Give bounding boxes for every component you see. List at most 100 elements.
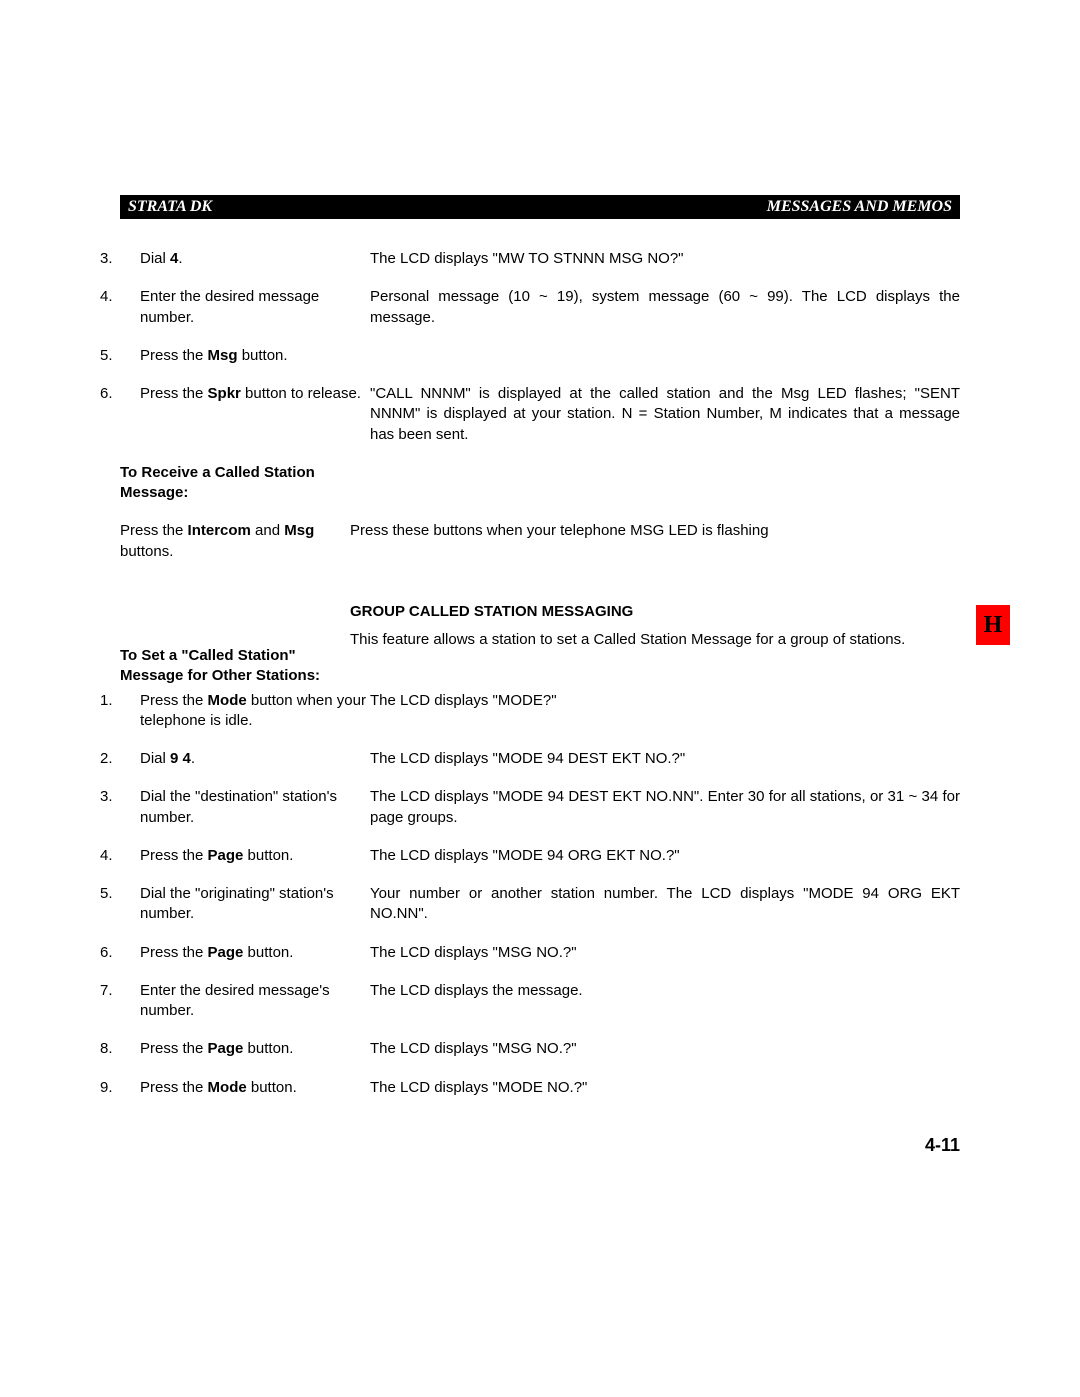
- step-number: 9.: [120, 1078, 140, 1098]
- sub2-title: To Set a "Called Station" Message for Ot…: [120, 646, 350, 687]
- instruction-row: 6.Press the Spkr button to release."CALL…: [120, 384, 960, 445]
- step-left: 6.Press the Page button.: [120, 943, 370, 963]
- text: Dial: [140, 250, 170, 267]
- button-name: Intercom: [188, 522, 251, 539]
- step-description: The LCD displays "MSG NO.?": [370, 1039, 960, 1059]
- instruction-row: 5.Press the Msg button.: [120, 346, 960, 366]
- section-tab: H: [976, 605, 1010, 645]
- instruction-row: 1.Press the Mode button when your teleph…: [120, 691, 960, 732]
- step-left: 5.Dial the "originating" station's numbe…: [120, 884, 370, 925]
- header-left: STRATA DK: [128, 198, 212, 216]
- text: buttons.: [120, 543, 173, 560]
- step-number: 2.: [120, 749, 140, 769]
- step-number: 3.: [120, 249, 140, 269]
- instruction-row: 8.Press the Page button.The LCD displays…: [120, 1039, 960, 1059]
- instruction-row: 3.Dial the "destination" station's numbe…: [120, 787, 960, 828]
- button-name: Mode: [208, 692, 247, 709]
- step-number: 4.: [120, 287, 140, 307]
- subheading-row: To Receive a Called Station Message:: [120, 463, 960, 504]
- button-name: Mode: [208, 1079, 247, 1096]
- button-name: Msg: [208, 347, 238, 364]
- text: Dial the "destination" station's number.: [140, 788, 337, 825]
- text: Press the: [140, 1040, 208, 1057]
- text: button.: [247, 1079, 297, 1096]
- step-description: The LCD displays "MODE 94 ORG EKT NO.?": [370, 846, 960, 866]
- step-description: The LCD displays "MODE?": [370, 691, 960, 732]
- text: Press the: [140, 1079, 208, 1096]
- step-number: 1.: [120, 691, 140, 711]
- step-number: 3.: [120, 787, 140, 807]
- section2-intro: This feature allows a station to set a C…: [350, 630, 960, 687]
- text: button.: [243, 944, 293, 961]
- text: Press the: [140, 347, 208, 364]
- instruction-row: 9.Press the Mode button.The LCD displays…: [120, 1078, 960, 1098]
- section2-header-row: GROUP CALLED STATION MESSAGING: [120, 602, 960, 626]
- step-number: 5.: [120, 884, 140, 904]
- step-left: 9.Press the Mode button.: [120, 1078, 370, 1098]
- text: Press the: [120, 522, 188, 539]
- step-number: 5.: [120, 346, 140, 366]
- sub1-title: To Receive a Called Station Message:: [120, 463, 350, 504]
- manual-page: STRATA DK MESSAGES AND MEMOS H 3.Dial 4.…: [120, 195, 960, 1116]
- text: button.: [243, 847, 293, 864]
- step-left: 8.Press the Page button.: [120, 1039, 370, 1059]
- step-description: The LCD displays "MODE 94 DEST EKT NO.?": [370, 749, 960, 769]
- step-description: The LCD displays "MODE 94 DEST EKT NO.NN…: [370, 787, 960, 828]
- step-left: 4.Press the Page button.: [120, 846, 370, 866]
- text: button to release.: [241, 385, 361, 402]
- text: Press the: [140, 385, 208, 402]
- instruction-row: 5.Dial the "originating" station's numbe…: [120, 884, 960, 925]
- step-description: The LCD displays "MW TO STNNN MSG NO?": [370, 249, 960, 269]
- step-left: 1.Press the Mode button when your teleph…: [120, 691, 370, 732]
- text: Press the: [140, 944, 208, 961]
- step-number: 6.: [120, 943, 140, 963]
- step-left: 5.Press the Msg button.: [120, 346, 370, 366]
- button-name: Spkr: [208, 385, 241, 402]
- section2-intro-row: To Set a "Called Station" Message for Ot…: [120, 630, 960, 687]
- step-number: 6.: [120, 384, 140, 404]
- step-left: 2.Dial 9 4.: [120, 749, 370, 769]
- button-name: 9 4: [170, 750, 191, 767]
- step-description: [370, 346, 960, 366]
- step-number: 8.: [120, 1039, 140, 1059]
- content-area: 3.Dial 4.The LCD displays "MW TO STNNN M…: [120, 249, 960, 1098]
- header-bar: STRATA DK MESSAGES AND MEMOS: [120, 195, 960, 219]
- button-name: Msg: [284, 522, 314, 539]
- text: .: [191, 750, 195, 767]
- instruction-row: 7.Enter the desired message's number.The…: [120, 981, 960, 1022]
- button-name: Page: [208, 944, 244, 961]
- instruction-row: 4.Enter the desired message number.Perso…: [120, 287, 960, 328]
- text: Press the: [140, 847, 208, 864]
- instruction-row: 6.Press the Page button.The LCD displays…: [120, 943, 960, 963]
- step-left: 6.Press the Spkr button to release.: [120, 384, 370, 445]
- header-right: MESSAGES AND MEMOS: [767, 198, 952, 216]
- text: button.: [243, 1040, 293, 1057]
- step-number: 4.: [120, 846, 140, 866]
- step-description: Personal message (10 ~ 19), system messa…: [370, 287, 960, 328]
- button-name: Page: [208, 1040, 244, 1057]
- text: Press the: [140, 692, 208, 709]
- description: Press these buttons when your telephone …: [350, 521, 960, 562]
- text: Dial: [140, 750, 170, 767]
- text: Dial the "originating" station's number.: [140, 885, 334, 922]
- instruction-row: 3.Dial 4.The LCD displays "MW TO STNNN M…: [120, 249, 960, 269]
- step-description: The LCD displays the message.: [370, 981, 960, 1022]
- text: .: [178, 250, 182, 267]
- step-description: The LCD displays "MODE NO.?": [370, 1078, 960, 1098]
- step-left: 3.Dial the "destination" station's numbe…: [120, 787, 370, 828]
- text: button.: [238, 347, 288, 364]
- button-name: Page: [208, 847, 244, 864]
- instruction-row: 2.Dial 9 4.The LCD displays "MODE 94 DES…: [120, 749, 960, 769]
- instruction-row: 4.Press the Page button.The LCD displays…: [120, 846, 960, 866]
- step-description: The LCD displays "MSG NO.?": [370, 943, 960, 963]
- step-left: 7.Enter the desired message's number.: [120, 981, 370, 1022]
- text: Enter the desired message's number.: [140, 982, 330, 1019]
- step-number: 7.: [120, 981, 140, 1001]
- step-description: Your number or another station number. T…: [370, 884, 960, 925]
- step-left: 3.Dial 4.: [120, 249, 370, 269]
- step-left: 4.Enter the desired message number.: [120, 287, 370, 328]
- text: and: [251, 522, 284, 539]
- section2-title: GROUP CALLED STATION MESSAGING: [350, 602, 960, 622]
- instruction-row: Press the Intercom and Msg buttons. Pres…: [120, 521, 960, 562]
- page-number: 4-11: [925, 1135, 960, 1156]
